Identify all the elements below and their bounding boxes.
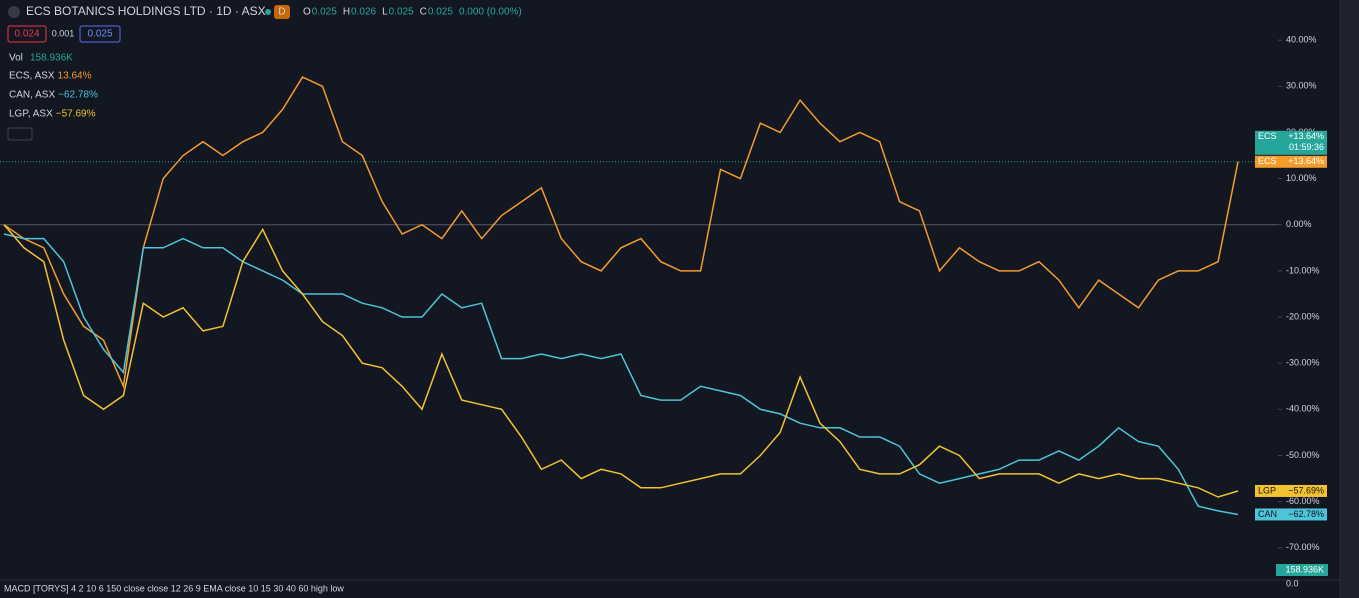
price-tag-value: −57.69%	[1288, 485, 1324, 495]
symbol-icon	[8, 6, 20, 18]
chart-title: ECS BOTANICS HOLDINGS LTD · 1D · ASX	[26, 4, 266, 18]
y-tick-label: 10.00%	[1286, 173, 1317, 183]
y-tick-label: -10.00%	[1286, 265, 1320, 275]
y-tick-label: -50.00%	[1286, 450, 1320, 460]
ohlc-key: H	[343, 7, 350, 18]
indicator-label: MACD [TORYS] 4 2 10 6 150 close close 12…	[4, 583, 344, 593]
price-tag-bg	[1255, 484, 1327, 497]
price-tag-label: LGP	[1258, 485, 1276, 495]
y-tick-label: -70.00%	[1286, 542, 1320, 552]
ohlc-value: 0.025	[428, 7, 453, 18]
y-tick-label: -60.00%	[1286, 496, 1320, 506]
series-line	[3, 224, 1239, 498]
interval-badge: D	[278, 7, 285, 18]
ohlc-value: 0.025	[389, 7, 414, 18]
volume-label: Vol	[9, 53, 23, 64]
series-line	[3, 76, 1239, 390]
ohlc: O 0.025 H 0.026 L 0.025 C 0.025 0.000 (0.00%)	[303, 7, 522, 18]
price-tag-label: ECS	[1258, 156, 1277, 166]
legend-name: CAN, ASX	[9, 90, 55, 101]
price-tag-label: ECS	[1258, 131, 1277, 141]
y-tick-label: 30.00%	[1286, 81, 1317, 91]
legend-change: −62.78%	[58, 90, 98, 101]
side-panel	[1340, 0, 1359, 598]
indicator-axis: 0.0	[1286, 578, 1299, 588]
series-line	[3, 233, 1239, 516]
legend-name: ECS, ASX	[9, 71, 55, 82]
legend-change: −57.69%	[56, 109, 96, 120]
y-tick-label: -20.00%	[1286, 311, 1320, 321]
y-tick-label: 40.00%	[1286, 35, 1317, 45]
ohlc-value: 0.025	[312, 7, 337, 18]
legend-name: LGP, ASX	[9, 109, 53, 120]
legend-change: 13.64%	[58, 71, 92, 82]
market-dot	[265, 9, 271, 15]
y-tick-label: -30.00%	[1286, 358, 1320, 368]
ohlc-value: 0.026	[351, 7, 376, 18]
ohlc-key: O	[303, 7, 311, 18]
price-tag-value: +13.64%	[1288, 131, 1324, 141]
bid-box[interactable]	[7, 25, 47, 43]
volume-value: 158.936K	[30, 53, 73, 64]
price-tag-value: +13.64%	[1288, 156, 1324, 166]
interval-badge-bg	[274, 5, 290, 19]
volume-tag-bg	[1276, 564, 1328, 576]
ask: 0.025	[87, 29, 112, 40]
price-tag-bg	[1255, 155, 1327, 168]
y-tick-label: 0.00%	[1286, 219, 1312, 229]
ohlc-key: L	[382, 7, 388, 18]
price-tag-label: CAN	[1258, 509, 1277, 519]
price-tag-value: −62.78%	[1288, 509, 1324, 519]
ask-box[interactable]	[79, 25, 121, 43]
bid: 0.024	[14, 29, 39, 40]
spread: 0.001	[52, 28, 75, 38]
collapse-button[interactable]	[7, 127, 33, 141]
volume-tag: 158.936K	[1285, 564, 1324, 574]
price-tag-bg	[1255, 130, 1327, 155]
ohlc-change: 0.000 (0.00%)	[459, 7, 522, 18]
price-tag-bg	[1255, 508, 1327, 521]
ohlc-key: C	[420, 7, 427, 18]
y-tick-label: -40.00%	[1286, 404, 1320, 414]
price-tag-countdown: 01:59:36	[1289, 142, 1324, 152]
